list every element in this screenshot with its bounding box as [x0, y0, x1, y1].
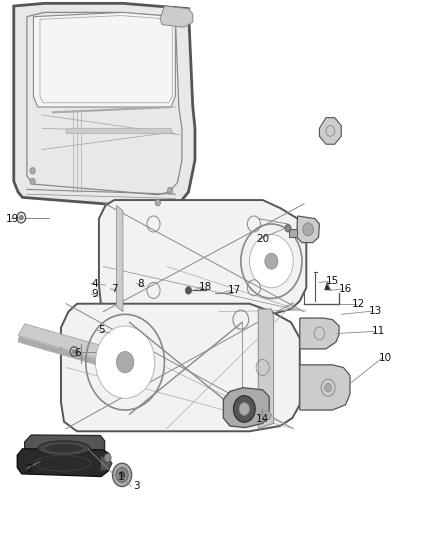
Polygon shape — [14, 3, 195, 208]
Text: 12: 12 — [352, 298, 365, 309]
Polygon shape — [300, 365, 350, 410]
Text: 4: 4 — [91, 279, 98, 288]
Circle shape — [116, 467, 128, 482]
Text: 18: 18 — [199, 282, 212, 292]
Polygon shape — [66, 128, 172, 134]
Circle shape — [95, 326, 155, 398]
Circle shape — [250, 235, 293, 288]
Circle shape — [120, 472, 125, 478]
Circle shape — [117, 352, 134, 373]
Polygon shape — [100, 455, 112, 471]
Polygon shape — [160, 6, 193, 27]
Circle shape — [325, 383, 332, 392]
Ellipse shape — [34, 455, 91, 471]
Circle shape — [72, 350, 76, 354]
Polygon shape — [263, 411, 272, 419]
Polygon shape — [18, 324, 108, 360]
Circle shape — [155, 199, 160, 206]
Polygon shape — [325, 282, 330, 290]
Polygon shape — [289, 229, 297, 237]
Text: 17: 17 — [228, 286, 241, 295]
Polygon shape — [33, 12, 175, 107]
Text: 19: 19 — [6, 214, 20, 224]
Text: 6: 6 — [74, 348, 81, 358]
Polygon shape — [223, 387, 269, 427]
Circle shape — [185, 287, 191, 294]
Text: 13: 13 — [369, 306, 382, 316]
Polygon shape — [18, 337, 102, 366]
Polygon shape — [117, 205, 123, 312]
Text: 3: 3 — [133, 481, 139, 491]
Circle shape — [265, 253, 278, 269]
Circle shape — [167, 187, 173, 193]
Circle shape — [19, 215, 23, 220]
Text: 5: 5 — [98, 325, 104, 335]
Circle shape — [239, 402, 250, 415]
Circle shape — [30, 178, 35, 184]
Text: 14: 14 — [256, 414, 269, 424]
Text: 2: 2 — [26, 464, 32, 473]
Text: 8: 8 — [137, 279, 144, 288]
Polygon shape — [258, 309, 274, 429]
Polygon shape — [25, 435, 105, 463]
Text: 9: 9 — [91, 289, 98, 299]
Ellipse shape — [44, 443, 84, 453]
Circle shape — [104, 454, 111, 462]
Polygon shape — [61, 304, 300, 431]
Polygon shape — [319, 118, 341, 144]
Text: 15: 15 — [326, 277, 339, 286]
Text: 1: 1 — [117, 472, 124, 482]
Circle shape — [303, 223, 313, 236]
Polygon shape — [99, 200, 306, 314]
Text: 20: 20 — [256, 234, 269, 244]
Ellipse shape — [38, 441, 90, 456]
Polygon shape — [300, 318, 339, 349]
Circle shape — [285, 224, 291, 232]
Polygon shape — [17, 449, 109, 477]
Circle shape — [233, 395, 255, 422]
Text: 10: 10 — [378, 353, 392, 363]
Circle shape — [30, 167, 35, 174]
Text: 16: 16 — [339, 284, 352, 294]
Circle shape — [113, 463, 132, 487]
Text: 7: 7 — [111, 284, 117, 294]
Polygon shape — [297, 216, 319, 243]
Text: 11: 11 — [372, 326, 385, 336]
